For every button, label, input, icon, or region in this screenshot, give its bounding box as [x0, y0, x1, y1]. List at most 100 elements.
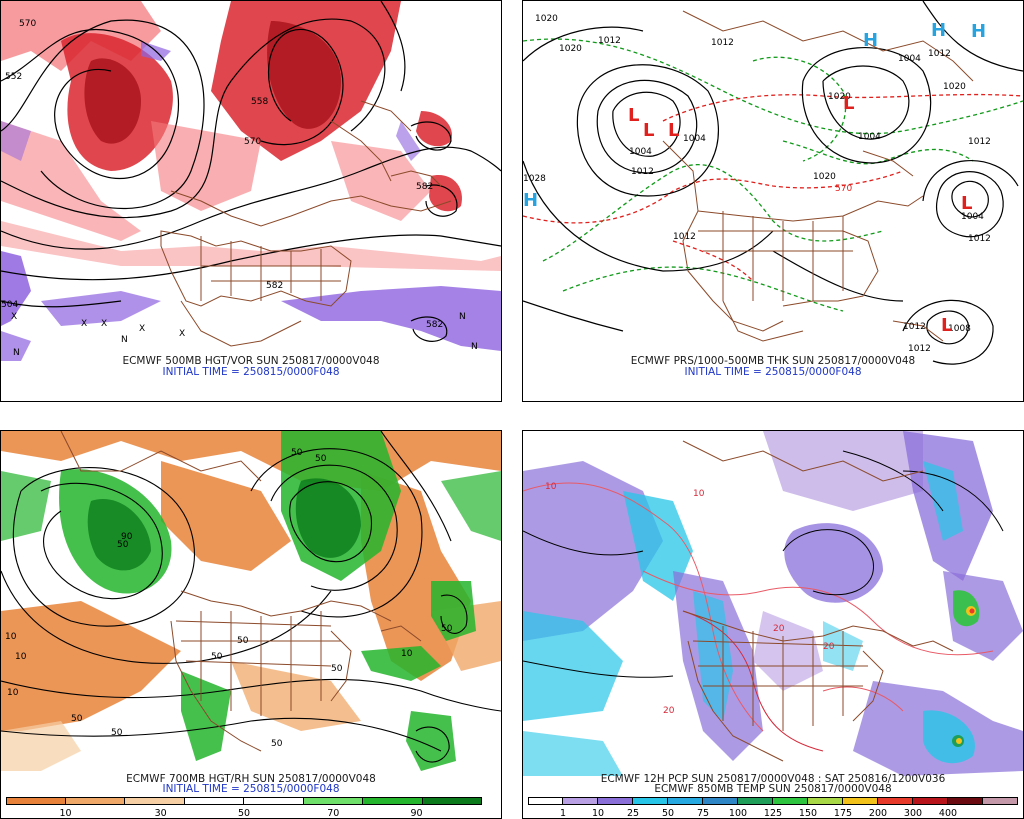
contour-label: 552 [5, 72, 22, 82]
vort-max-symbol: N [121, 335, 128, 345]
high-center: H [931, 20, 946, 41]
contour-label: 90 [121, 532, 133, 542]
contour-label: 10 [5, 632, 17, 642]
contour-label: 10 [401, 649, 413, 659]
colorbar-swatch [528, 797, 563, 805]
panel-initial-time: INITIAL TIME = 250815/0000F048 [684, 366, 862, 378]
contour-label: 570 [244, 137, 261, 147]
isobar-label: 1020 [828, 92, 851, 102]
contour-label: 50 [291, 448, 303, 458]
panel-caption: ECMWF PRS/1000-500MB THK SUN 250817/0000… [630, 355, 916, 367]
contour-label: 50 [441, 624, 453, 634]
low-center: L [843, 93, 854, 114]
colorbar-swatch [6, 797, 66, 805]
colorbar-swatch [563, 797, 598, 805]
colorbar-label: 150 [798, 808, 818, 819]
extrema-symbols: X X X X X N N N N [11, 312, 478, 358]
isobar-label: 1004 [961, 212, 984, 222]
colorbar-swatch [738, 797, 773, 805]
colorbar-swatch [913, 797, 948, 805]
colorbar-label: 300 [903, 808, 923, 819]
isobar-label: 1012 [711, 38, 734, 48]
panel-initial-time: INITIAL TIME = 250815/0000F048 [162, 366, 340, 378]
contour-label: 50 [111, 728, 123, 738]
vort-min-symbol: X [139, 324, 145, 334]
map-surface-pressure: 1020 1012 1012 1020 1004 1012 1004 1012 … [523, 1, 1023, 365]
contour-label: 50 [117, 540, 129, 550]
colorbar-swatch [808, 797, 843, 805]
thickness-label: 570 [835, 184, 852, 194]
vort-min-symbol: X [101, 319, 107, 329]
contour-label: 558 [251, 97, 268, 107]
contour-label: 10 [7, 688, 19, 698]
low-center: L [668, 120, 679, 141]
contour-label: 50 [315, 454, 327, 464]
contour-label: 582 [416, 182, 433, 192]
height-contours [1, 431, 501, 763]
colorbar-label: 175 [833, 808, 853, 819]
colorbar-label: 10 [59, 808, 72, 819]
isobar-label: 1004 [858, 132, 881, 142]
thickness-contours [523, 38, 1023, 312]
contour-label: 582 [266, 281, 283, 291]
colorbar-swatch [65, 797, 125, 805]
temperature-label: 20 [823, 642, 835, 652]
isobar-label: 1012 [908, 344, 931, 354]
colorbar-label: 75 [696, 808, 710, 819]
isobar-label: 1012 [598, 36, 621, 46]
height-contours [1, 1, 501, 342]
political-borders [160, 100, 452, 347]
low-center: L [628, 105, 639, 126]
colorbar-label: 400 [938, 808, 958, 819]
panel-caption: ECMWF 700MB HGT/RH SUN 250817/0000V048 [126, 773, 376, 785]
colorbar-label: 30 [154, 808, 167, 819]
isobar-label: 1028 [523, 174, 546, 184]
colorbar-swatch [843, 797, 878, 805]
colorbar-swatch [598, 797, 633, 805]
rh-fill [1, 431, 501, 771]
colorbar-swatch [244, 797, 304, 805]
high-center: H [863, 30, 878, 51]
colorbar-label: 25 [626, 808, 640, 819]
political-borders [662, 10, 974, 342]
contour-label: 582 [426, 320, 443, 330]
vort-min-symbol: X [81, 319, 87, 329]
isobar-label: 1004 [629, 147, 652, 157]
temperature-label: 10 [545, 482, 557, 492]
isobar-label: 1020 [943, 82, 966, 92]
isobar-label: 1012 [928, 49, 951, 59]
isobar-label: 1012 [968, 234, 991, 244]
low-center: L [643, 120, 654, 141]
isobar-label: 1020 [559, 44, 582, 54]
temperature-label: 20 [773, 624, 785, 634]
contour-label: 50 [211, 652, 223, 662]
panel-500mb-height-vorticity: 570 552 558 570 582 582 504 582 X X X X … [0, 0, 502, 402]
precip-colorbar: 1 10 25 50 75 100 125 150 175 200 300 400 [528, 797, 1018, 819]
map-precip: 10 20 10 20 20 [523, 431, 1023, 776]
pressure-centers: L L L L L L H H H H [523, 20, 986, 336]
isobar-label: 1004 [898, 54, 921, 64]
precip-fill [523, 431, 1023, 776]
panel-caption: ECMWF 500MB HGT/VOR SUN 250817/0000V048 [122, 355, 380, 367]
panel-precip-850temp: 10 20 10 20 20 ECMWF 12H PCP SUN 250817/… [522, 430, 1024, 819]
vort-min-symbol: X [11, 312, 17, 322]
colorbar-swatch [125, 797, 185, 805]
panel-caption: ECMWF 12H PCP SUN 250817/0000V048 : SAT … [600, 773, 946, 785]
high-center: H [523, 190, 538, 211]
vort-max-symbol: N [471, 342, 478, 352]
contour-label: 50 [271, 739, 283, 749]
vorticity-fill [1, 1, 501, 271]
colorbar-label: 90 [410, 808, 423, 819]
political-borders [60, 431, 422, 752]
map-500mb: 570 552 558 570 582 582 504 582 X X X X … [1, 1, 501, 361]
colorbar-swatch [363, 797, 423, 805]
isobar-labels: 1020 1012 1012 1020 1004 1012 1004 1012 … [523, 14, 991, 354]
temperature-label: 10 [693, 489, 705, 499]
colorbar-swatch [184, 797, 244, 805]
panel-700mb-height-rh: 10 50 50 10 50 50 50 50 10 50 50 10 90 5… [0, 430, 502, 819]
colorbar-label: 70 [327, 808, 340, 819]
colorbar-swatch [948, 797, 983, 805]
contour-label: 50 [331, 664, 343, 674]
vort-max-symbol: N [459, 312, 466, 322]
colorbar-swatch [303, 797, 363, 805]
